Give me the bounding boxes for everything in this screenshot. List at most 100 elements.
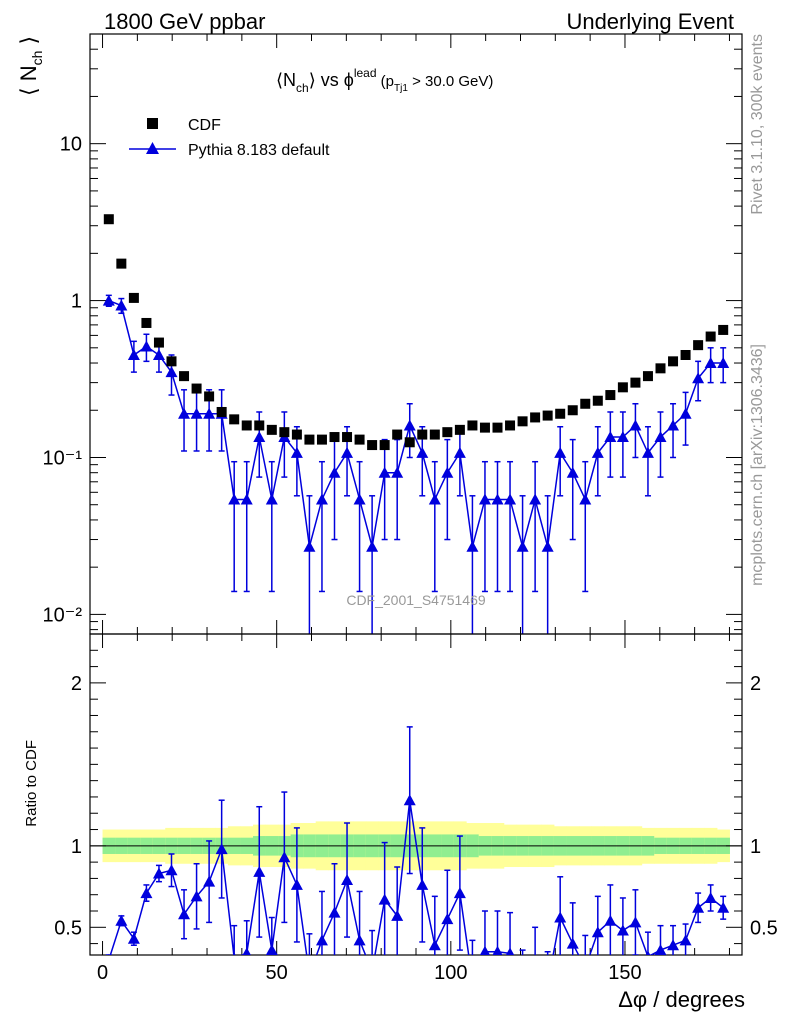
cdf-point xyxy=(642,371,653,382)
x-tick-label: 150 xyxy=(608,962,641,984)
ratio-point xyxy=(378,893,391,905)
mc-point xyxy=(478,493,491,505)
cdf-point xyxy=(266,424,277,435)
ratio-point xyxy=(403,794,416,806)
mc-point xyxy=(491,493,504,505)
cdf-point xyxy=(404,437,415,448)
cdf-point xyxy=(128,292,139,303)
mc-point xyxy=(416,446,429,458)
x-tick-label: 100 xyxy=(434,962,467,984)
ratio-point xyxy=(579,962,591,973)
mc-point xyxy=(629,419,642,431)
ratio-point xyxy=(679,934,692,946)
cdf-point xyxy=(153,337,164,348)
cdf-point xyxy=(379,440,390,451)
x-tick-label: 50 xyxy=(266,962,288,984)
ratio-panel: 0 50 100 150 0.5 0.5 1 1 2 2 xyxy=(54,34,778,989)
cdf-point xyxy=(555,408,566,419)
y-tick-label: 1 xyxy=(71,291,82,313)
mc-point xyxy=(190,407,203,419)
ratio-point xyxy=(165,864,178,876)
mc-point xyxy=(466,540,479,552)
ratio-point xyxy=(152,867,165,879)
ratio-point xyxy=(629,916,642,928)
cdf-point xyxy=(492,422,503,433)
ratio-point xyxy=(542,978,554,989)
ratio-point xyxy=(616,924,629,936)
chart-title-text: ⟨Nch⟩ vs ϕlead (pTj1 > 30.0 GeV) xyxy=(276,66,493,95)
mc-point xyxy=(178,407,191,419)
ratio-point xyxy=(253,865,266,877)
ratio-point xyxy=(278,851,291,863)
mc-point xyxy=(504,493,517,505)
mc-point xyxy=(290,446,303,458)
ratio-point xyxy=(416,878,429,890)
cdf-point xyxy=(454,424,465,435)
cdf-point xyxy=(367,440,378,451)
cdf-point xyxy=(304,434,315,445)
ratio-point xyxy=(127,932,140,944)
mc-point xyxy=(566,466,579,478)
cdf-point xyxy=(517,416,528,427)
cdf-point xyxy=(542,410,553,421)
mc-line xyxy=(108,299,724,550)
cdf-point xyxy=(329,432,340,443)
cdf-point xyxy=(592,395,603,406)
mc-point xyxy=(403,419,416,431)
mc-point xyxy=(704,357,717,369)
cdf-point xyxy=(680,349,691,360)
xlabel: Δφ / degrees xyxy=(618,987,745,1012)
cdf-point xyxy=(241,420,252,431)
ratio-y-tick-label-right: 2 xyxy=(750,673,761,695)
ratio-point xyxy=(215,843,228,855)
ratio-point xyxy=(108,953,110,955)
y-tick-label: 10 xyxy=(60,134,82,156)
mc-point xyxy=(152,348,165,360)
ratio-point xyxy=(341,874,354,886)
legend: CDF Pythia 8.183 default xyxy=(129,117,330,159)
ratio-point xyxy=(190,890,203,902)
ratio-point xyxy=(717,901,730,913)
mc-point xyxy=(441,466,454,478)
ratio-point xyxy=(315,934,328,946)
ratio-point xyxy=(140,887,153,899)
cdf-point xyxy=(229,414,240,425)
mc-point xyxy=(303,540,316,552)
mc-point xyxy=(391,466,404,478)
legend-label-mc: Pythia 8.183 default xyxy=(188,142,330,159)
ratio-point xyxy=(566,937,579,949)
ratio-data xyxy=(105,726,730,989)
y-tick-label: 10⁻² xyxy=(43,604,83,626)
mc-point xyxy=(353,493,366,505)
ratio-point xyxy=(441,913,454,925)
main-panel: 10⁻² 10⁻¹ 1 10 xyxy=(43,33,743,635)
cdf-point xyxy=(116,258,127,269)
mc-point xyxy=(127,348,140,360)
ratio-point xyxy=(704,891,717,903)
mc-point xyxy=(541,540,554,552)
ratio-point xyxy=(115,914,128,926)
cdf-point xyxy=(103,214,114,225)
mc-point xyxy=(641,446,654,458)
ratio-y-tick-label: 2 xyxy=(71,673,82,695)
cdf-point xyxy=(392,429,403,440)
chart-title: ⟨Nch⟩ vs ϕlead (pTj1 > 30.0 GeV) xyxy=(276,66,493,95)
ratio-y-tick-label: 1 xyxy=(71,836,82,858)
ratio-point xyxy=(604,914,617,926)
cdf-point xyxy=(316,434,327,445)
cdf-point xyxy=(291,429,302,440)
beam-label: 1800 GeV ppbar xyxy=(104,9,265,34)
cdf-point xyxy=(417,429,428,440)
ratio-point xyxy=(654,944,667,955)
cdf-point xyxy=(705,331,716,342)
ratio-point xyxy=(534,953,536,955)
ratio-point xyxy=(645,950,651,955)
mc-point xyxy=(616,431,629,443)
svg-text:⟨ Nch ⟩: ⟨ Nch ⟩ xyxy=(16,36,45,96)
ratio-frame xyxy=(89,633,743,956)
ratio-point xyxy=(290,878,303,890)
ratio-y-tick-label: 0.5 xyxy=(54,917,82,939)
ratio-point xyxy=(517,977,529,988)
mc-point xyxy=(265,493,278,505)
